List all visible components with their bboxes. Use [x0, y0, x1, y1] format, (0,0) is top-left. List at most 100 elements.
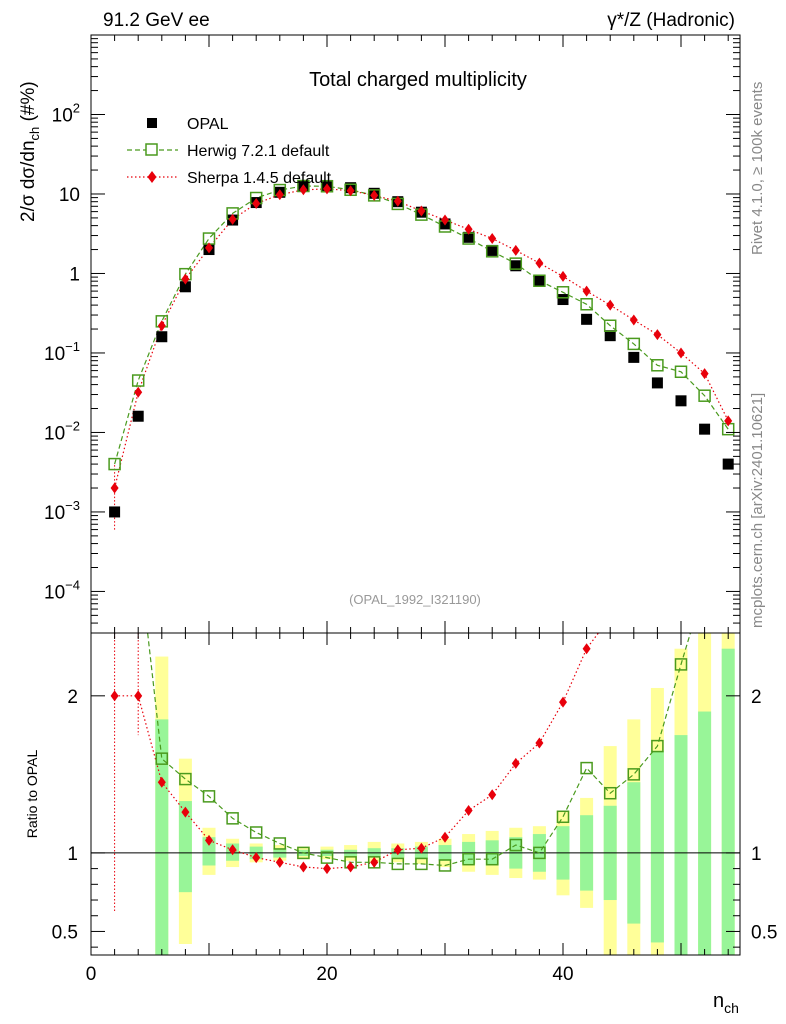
- herwig-ratio-point: [462, 852, 475, 866]
- y-tick-label-exponent: 2: [73, 100, 80, 115]
- herwig-point: [533, 274, 546, 287]
- y-tick-label-exponent: −4: [65, 577, 80, 592]
- opal-point: [533, 275, 545, 287]
- sherpa-ratio-point: [441, 831, 449, 843]
- x-tick-label: 0: [86, 964, 97, 985]
- sherpa-ratio-point: [559, 696, 567, 708]
- sherpa-point: [700, 368, 709, 380]
- legend-opal-marker: [147, 118, 157, 128]
- sherpa-point: [346, 185, 355, 197]
- y-tick-label: 10: [59, 185, 80, 206]
- sherpa-point: [299, 184, 308, 196]
- beam-energy-label: 91.2 GeV ee: [103, 10, 210, 31]
- ratio-y-tick-label-right: 0.5: [751, 922, 777, 943]
- ratio-y-tick-label: 2: [67, 687, 78, 708]
- sherpa-ratio-point: [488, 789, 497, 801]
- sherpa-point: [370, 189, 379, 201]
- y-tick-label-base: 10: [44, 503, 65, 524]
- herwig-ratio-point: [249, 826, 263, 839]
- sherpa-ratio-point: [370, 856, 379, 868]
- sherpa-ratio-point: [346, 861, 355, 873]
- herwig-ratio-point: [603, 786, 617, 800]
- y-axis-label-sub: ch: [27, 127, 42, 141]
- sherpa-point: [677, 347, 685, 359]
- y-tick-label-base: 10: [52, 105, 73, 126]
- herwig-ratio-point: [297, 846, 310, 860]
- sherpa-ratio-point: [417, 842, 426, 854]
- herwig-point: [627, 337, 641, 351]
- opal-point: [463, 231, 475, 243]
- herwig-ratio-point: [509, 838, 523, 852]
- sherpa-point: [464, 223, 473, 235]
- opal-point: [628, 351, 640, 363]
- opal-point: [675, 395, 687, 407]
- opal-point: [581, 313, 593, 325]
- herwig-ratio-point: [155, 752, 169, 765]
- sherpa-point: [417, 205, 426, 217]
- y-tick-label-base: 10: [44, 423, 65, 444]
- y-axis-label-unit: (#%): [18, 81, 39, 126]
- ratio-y-tick-label-right: 1: [751, 844, 762, 865]
- herwig-ratio-point: [391, 857, 405, 871]
- herwig-ratio-point: [627, 768, 641, 781]
- sherpa-ratio-point: [228, 844, 237, 856]
- y-axis-label-main: 2/σ dσ/dn: [18, 140, 39, 222]
- sherpa-ratio-point: [205, 834, 213, 846]
- y-tick-label-exponent: −1: [65, 339, 80, 354]
- x-axis-label-sub: ch: [724, 1000, 739, 1016]
- x-axis-label-main: n: [713, 990, 724, 1012]
- legend-sherpa-marker: [147, 171, 157, 183]
- x-tick-label: 20: [316, 964, 337, 985]
- sherpa-point: [275, 189, 284, 201]
- sherpa-point: [582, 285, 591, 297]
- ratio-plot-frame: [90, 632, 741, 956]
- herwig-ratio-point: [202, 790, 216, 803]
- ratio-band-inner: [698, 711, 712, 955]
- herwig-point: [108, 457, 121, 471]
- legend: OPAL Herwig 7.2.1 default Sherpa 1.4.5 d…: [127, 116, 332, 187]
- sherpa-ratio-point: [535, 737, 544, 749]
- sherpa-point: [205, 242, 213, 254]
- mcplots-source-label: mcplots.cern.ch [arXiv:2401.10621]: [749, 393, 766, 628]
- opal-point: [722, 458, 734, 470]
- sherpa-point: [559, 270, 567, 282]
- herwig-ratio-point: [273, 837, 287, 850]
- y-tick-label-exponent: −3: [65, 498, 80, 513]
- sherpa-ratio-point: [393, 844, 402, 856]
- opal-point: [156, 331, 168, 343]
- herwig-point: [698, 389, 711, 402]
- ratio-y-tick-label: 1: [67, 844, 78, 865]
- y-tick-label-base: 10: [44, 582, 65, 603]
- sherpa-point: [653, 329, 662, 341]
- y-tick-label-exponent: −2: [65, 418, 80, 433]
- herwig-ratio-point: [226, 812, 239, 825]
- sherpa-point: [110, 482, 119, 494]
- opal-point: [109, 506, 121, 518]
- opal-point: [604, 330, 616, 342]
- herwig-line: [114, 185, 729, 465]
- sherpa-point: [724, 415, 733, 427]
- sherpa-point: [228, 213, 237, 225]
- sherpa-ratio-point: [134, 690, 143, 702]
- y-tick-label: 10−1: [44, 339, 80, 365]
- opal-point: [486, 244, 498, 256]
- sherpa-ratio-point: [323, 863, 331, 875]
- sherpa-point: [629, 314, 638, 326]
- y-tick-label: 10−4: [44, 577, 80, 603]
- sherpa-ratio-point: [511, 757, 520, 769]
- legend-herwig-label: Herwig 7.2.1 default: [187, 143, 330, 160]
- sherpa-point: [393, 195, 402, 207]
- legend-herwig-marker: [145, 143, 158, 156]
- ratio-band-inner: [155, 719, 169, 955]
- herwig-ratio-point: [533, 846, 546, 860]
- herwig-ratio-point: [651, 739, 664, 753]
- herwig-ratio-point: [438, 859, 452, 872]
- opal-point: [132, 410, 144, 422]
- ratio-band-inner: [650, 750, 664, 943]
- herwig-ratio-line: [147, 633, 692, 867]
- y-tick-label: 1: [69, 264, 80, 285]
- ratio-plot-ticks: 0 20 40 0.5 0.5 1 1 2 2: [52, 633, 777, 985]
- herwig-point: [674, 365, 688, 379]
